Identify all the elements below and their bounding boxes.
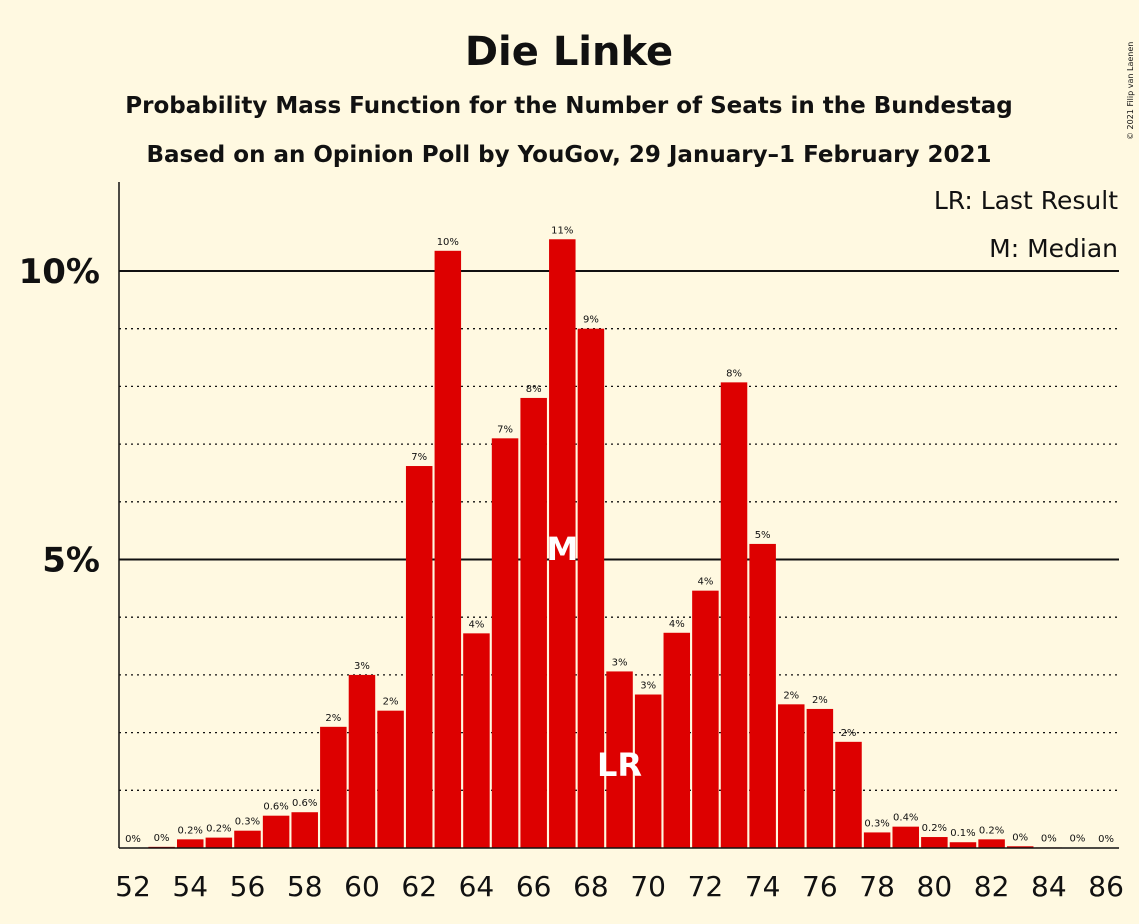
bar (663, 632, 691, 848)
x-tick-label: 70 (630, 870, 666, 903)
x-tick-label: 56 (230, 870, 266, 903)
bar (434, 250, 462, 848)
data-label: 0% (1041, 833, 1057, 844)
x-tick-label: 64 (459, 870, 495, 903)
bar (234, 830, 261, 848)
data-label: 8% (526, 384, 542, 395)
bars (148, 239, 1120, 848)
x-tick-label: 68 (573, 870, 609, 903)
data-label: 3% (640, 681, 656, 692)
bar (1006, 846, 1034, 848)
data-label: 0.2% (178, 825, 203, 836)
data-label: 0.3% (235, 817, 260, 828)
data-label: 0% (1012, 832, 1028, 843)
bar (348, 674, 376, 848)
data-label: 2% (841, 728, 857, 739)
data-label: 0.1% (950, 828, 975, 839)
data-label: 2% (812, 695, 828, 706)
bar (205, 837, 233, 848)
copyright-text: © 2021 Filip van Laenen (1126, 42, 1135, 140)
data-label: 10% (437, 237, 459, 248)
data-label: 0.2% (206, 824, 231, 835)
bar (520, 397, 547, 848)
data-label: 7% (497, 424, 513, 435)
data-label: 0.4% (893, 813, 918, 824)
bar (692, 590, 719, 848)
data-label: 0% (154, 833, 170, 844)
data-label: 0% (1070, 834, 1086, 845)
bar (806, 708, 834, 848)
legend-median: M: Median (989, 234, 1118, 263)
data-label: 0.6% (292, 798, 317, 809)
bar (978, 839, 1005, 848)
data-label: 4% (669, 619, 685, 630)
bar (863, 832, 891, 848)
chart-subtitle-2: Based on an Opinion Poll by YouGov, 29 J… (146, 142, 991, 168)
bar (577, 328, 605, 848)
data-labels: 0% 0%0.2% 0.2%0.3%0.6% 0.6%2%3%2%7%10%4%7%8… (125, 225, 1114, 845)
x-tick-label: 66 (516, 870, 552, 903)
x-tick-label: 86 (1088, 870, 1124, 903)
x-tick-label: 72 (688, 870, 724, 903)
bar (176, 839, 204, 848)
data-label: 5% (755, 530, 771, 541)
bar (634, 694, 662, 848)
data-label: 8% (726, 368, 742, 379)
bar (921, 837, 948, 848)
median-marker: M (546, 530, 578, 568)
x-tick-label: 84 (1031, 870, 1067, 903)
x-tick-label: 54 (172, 870, 208, 903)
data-label: 4% (469, 619, 485, 630)
bar (892, 826, 919, 848)
x-tick-labels: 52 54 56 58 60 62 64 66 68 70 72 74 76 78 80 82 84 86 (115, 870, 1124, 903)
bar (749, 543, 776, 848)
x-tick-label: 80 (917, 870, 953, 903)
last-result-marker: LR (597, 746, 642, 784)
data-label: 11% (551, 225, 573, 236)
x-tick-label: 58 (287, 870, 323, 903)
data-label: 4% (697, 577, 713, 588)
data-label: 7% (411, 452, 427, 463)
bar (291, 812, 318, 848)
markers: M LR (546, 530, 642, 784)
bar (262, 815, 290, 848)
x-tick-label: 60 (344, 870, 380, 903)
data-label: 2% (383, 697, 399, 708)
x-tick-label: 76 (802, 870, 838, 903)
bar (720, 382, 748, 848)
x-tick-label: 62 (401, 870, 437, 903)
data-label: 3% (612, 657, 628, 668)
bar (320, 726, 347, 848)
bar (463, 633, 490, 848)
bar (377, 710, 404, 848)
chart-subtitle-1: Probability Mass Function for the Number… (125, 93, 1012, 119)
data-label: 2% (783, 690, 799, 701)
bar (949, 842, 977, 848)
y-tick-labels: 5% 10% (19, 252, 100, 581)
data-label: 0.6% (263, 802, 288, 813)
data-label: 0% (1098, 834, 1114, 845)
data-label: 9% (583, 315, 599, 326)
data-label: 3% (354, 661, 370, 672)
y-tick-label: 10% (19, 252, 100, 292)
bar (778, 704, 805, 848)
x-tick-label: 78 (859, 870, 895, 903)
bar (549, 239, 576, 848)
bar (835, 741, 862, 848)
x-tick-label: 74 (745, 870, 781, 903)
data-label: 0.2% (922, 823, 947, 834)
x-tick-label: 82 (974, 870, 1010, 903)
chart-title: Die Linke (465, 29, 673, 75)
y-tick-label: 5% (42, 541, 100, 581)
legend-last-result: LR: Last Result (934, 186, 1118, 215)
data-label: 0% (125, 834, 141, 845)
data-label: 0.2% (979, 825, 1004, 836)
data-label: 0.3% (864, 818, 889, 829)
bar (606, 671, 633, 848)
x-tick-label: 52 (115, 870, 151, 903)
bar (491, 438, 519, 848)
bar (405, 466, 433, 848)
data-label: 2% (325, 713, 341, 724)
